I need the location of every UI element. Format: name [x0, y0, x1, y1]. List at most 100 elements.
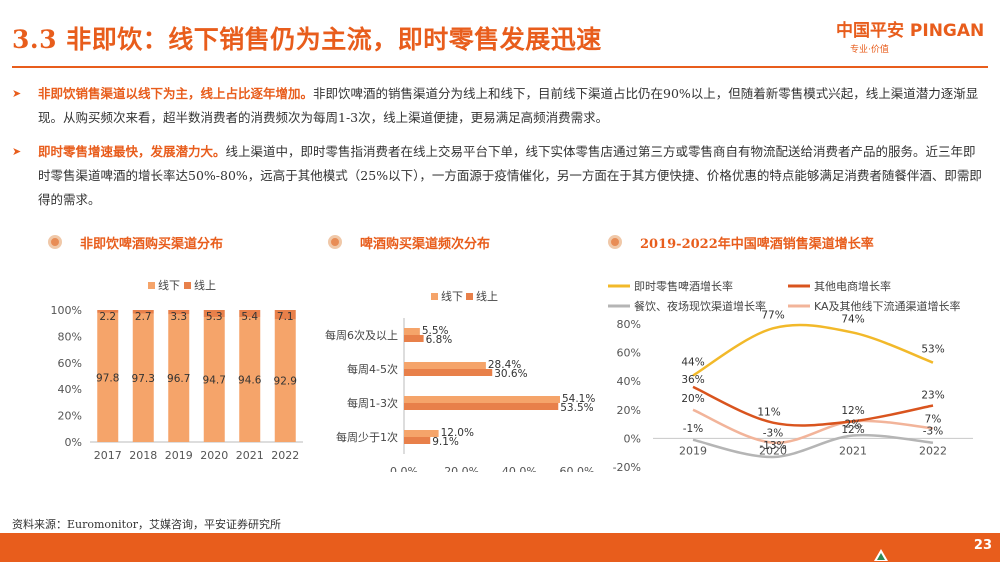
paragraph-2-body: 线上渠道中，即时零售指消费者在线上交易平台下单，线下实体零售店通过第三方或零售商…: [38, 144, 982, 207]
x-tick-label: 2019: [679, 444, 707, 457]
bar-offline-value: 94.6: [238, 375, 262, 387]
x-tick-label: 2022: [271, 449, 299, 462]
circle-bullet-icon: [328, 235, 342, 249]
y-tick-label: 40%: [58, 383, 82, 396]
series-3-value: 2%: [845, 419, 862, 431]
bar-online: [168, 310, 190, 315]
x-tick-label: 2022: [919, 444, 947, 457]
series-1-value: 53%: [921, 344, 944, 356]
legend-offline-label: 线下: [441, 289, 463, 303]
y-tick-label: 40%: [617, 375, 641, 388]
bar-online: [404, 403, 559, 410]
bar-online-value: 6.8%: [426, 334, 453, 346]
y-tick-label: 80%: [58, 330, 82, 343]
bar-online-value: 9.1%: [432, 436, 459, 448]
chart-2-heading: 啤酒购买渠道频次分布: [328, 232, 490, 252]
legend-online-label: 线上: [194, 278, 216, 292]
title-divider: [12, 66, 988, 68]
x-tick-label: 2021: [236, 449, 264, 462]
bar-offline-value: 97.8: [96, 372, 119, 384]
series-1-value: 74%: [841, 314, 864, 326]
series-4-value: 12%: [841, 424, 864, 436]
chart-3-title: 2019-2022年中国啤酒销售渠道增长率: [640, 236, 874, 252]
bar-online-value: 7.1: [277, 311, 294, 323]
bar-offline: [404, 430, 439, 437]
bar-offline: [274, 319, 296, 442]
x-tick-label: 0.0%: [390, 465, 418, 472]
legend-label-1: 即时零售啤酒增长率: [634, 279, 733, 293]
bar-online: [132, 310, 154, 314]
series-3-value: -3%: [923, 426, 943, 438]
x-tick-label: 40.0%: [502, 465, 537, 472]
series-3-value: -13%: [759, 440, 786, 452]
y-tick-label: -20%: [613, 461, 641, 472]
chart-3-heading: 2019-2022年中国啤酒销售渠道增长率: [608, 232, 874, 252]
y-tick-label: 80%: [617, 318, 641, 331]
logo-en: PINGAN: [909, 21, 985, 41]
arrow-bullet-icon: ➤: [12, 87, 22, 100]
bar-online-value: 3.3: [170, 311, 187, 323]
series-1-value: 77%: [761, 309, 784, 321]
series-4-value: -3%: [763, 428, 783, 440]
y-tick-label: 0%: [65, 436, 82, 449]
x-tick-label: 2021: [839, 444, 867, 457]
bar-online: [239, 310, 261, 318]
x-tick-label: 2020: [759, 444, 787, 457]
series-line-2: [692, 385, 934, 427]
category-label: 每周6次及以上: [325, 328, 398, 342]
series-2-value: 36%: [681, 374, 704, 386]
bar-online: [203, 310, 225, 317]
chart-2-title: 啤酒购买渠道频次分布: [360, 236, 491, 252]
x-tick-label: 20.0%: [444, 465, 479, 472]
x-tick-label: 2018: [129, 449, 157, 462]
bar-offline: [404, 396, 560, 403]
source-note: 资料来源：Euromonitor，艾媒咨询，平安证券研究所: [12, 518, 281, 531]
legend-online-swatch: [466, 293, 473, 300]
legend-label-4: KA及其他线下流通渠道增长率: [814, 299, 961, 313]
bar-online: [404, 335, 424, 342]
arrow-bullet-icon: ➤: [12, 145, 22, 158]
y-tick-label: 0%: [624, 432, 641, 445]
bar-offline: [404, 328, 420, 335]
series-2-value: 23%: [921, 390, 944, 402]
category-label: 每周1-3次: [347, 396, 398, 410]
bar-online-value: 5.4: [241, 311, 258, 323]
bar-online-value: 2.7: [135, 311, 152, 323]
pingan-logo: 中国平安 PINGAN 专业·价值: [836, 16, 984, 55]
x-tick-label: 60.0%: [560, 465, 595, 472]
series-2-value: 11%: [757, 407, 780, 419]
y-tick-label: 60%: [58, 357, 82, 370]
bar-offline-value: 54.1%: [562, 393, 595, 405]
series-line-4: [692, 408, 934, 444]
y-tick-label: 20%: [58, 410, 82, 423]
frequency-distribution-chart: 线下 线上 5.5%6.8% 每周6次及以上 28.4%30.6% 每周4-5次 54.1%…: [325, 289, 595, 472]
x-tick-label: 2019: [165, 449, 193, 462]
bar-online-value: 53.5%: [560, 402, 593, 414]
page-number: 23: [973, 538, 992, 553]
series-line-1: [692, 323, 934, 377]
bar-offline-value: 94.7: [203, 374, 226, 386]
bar-offline: [203, 316, 225, 442]
bar-online-value: 2.2: [99, 311, 116, 323]
bar-offline: [97, 312, 119, 442]
series-line-3: [692, 433, 934, 459]
category-label: 每周4-5次: [347, 362, 398, 376]
logo-cn: 中国平安: [836, 21, 904, 41]
bar-offline-value: 28.4%: [488, 359, 521, 371]
legend-offline-swatch: [431, 293, 438, 300]
series-4-value: 20%: [681, 393, 704, 405]
chart-1-title: 非即饮啤酒购买渠道分布: [80, 236, 224, 252]
paragraph-1: ➤ 非即饮销售渠道以线下为主，线上占比逐年增加。非即饮啤酒的销售渠道分为线上和线…: [12, 82, 983, 130]
paragraph-2: ➤ 即时零售增速最快，发展潜力大。线上渠道中，即时零售指消费者在线上交易平台下单…: [12, 140, 983, 212]
bar-offline-value: 92.9: [274, 376, 297, 388]
bar-offline-value: 97.3: [132, 373, 155, 385]
paragraph-1-body: 非即饮啤酒的销售渠道分为线上和线下，目前线下渠道占比仍在90%以上，但随着新零售…: [38, 86, 979, 125]
series-4-value: 7%: [925, 413, 942, 425]
bar-offline-value: 12.0%: [441, 427, 474, 439]
bar-online: [404, 369, 493, 376]
footer-bar: [0, 533, 1000, 562]
bar-online-value: 30.6%: [494, 368, 527, 380]
y-tick-label: 20%: [617, 404, 641, 417]
bar-offline: [168, 314, 190, 442]
bar-offline: [132, 313, 154, 442]
